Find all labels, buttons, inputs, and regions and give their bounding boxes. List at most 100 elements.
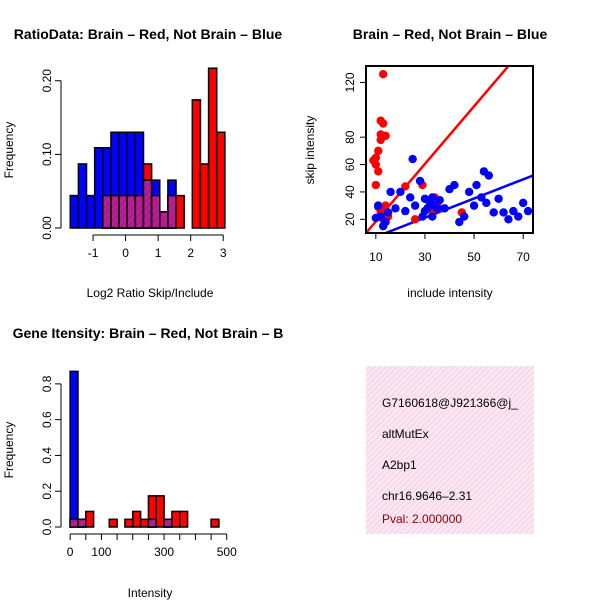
not-brain-point: [386, 187, 395, 197]
info-pval: Pval: 2.000000: [382, 512, 462, 526]
scatter-y-tick-label: 20: [343, 212, 357, 226]
not-brain-point: [509, 206, 518, 216]
ratio-bar-not-brain: [93, 146, 104, 229]
ratio-bar-overlap: [110, 194, 120, 229]
scatter-plot-area: [365, 65, 534, 234]
not-brain-point: [374, 201, 383, 210]
info-gene: A2bp1: [382, 458, 417, 472]
intensity-bar-brain: [124, 518, 134, 528]
intensity-bar-brain: [139, 518, 150, 528]
intensity-x-tick-label: 100: [91, 545, 111, 559]
scatter-x-tick-label: 10: [369, 250, 383, 264]
ratio-histogram-ylabel: Frequency: [2, 122, 16, 179]
not-brain-point: [376, 212, 385, 221]
intensity-histogram-title: Gene Itensity: Brain – Red, Not Brain – …: [13, 325, 284, 341]
intensity-bar-not-brain: [69, 370, 79, 528]
intensity-histogram-axes: 0.0 0.2 0.4 0.6 0.8 0 100 300 500: [40, 375, 237, 559]
ratio-x-tick-label: 3: [220, 246, 227, 260]
brain-point: [401, 182, 410, 191]
intensity-bar-overlap: [69, 518, 79, 528]
not-brain-point: [504, 215, 513, 224]
not-brain-point: [428, 212, 437, 221]
scatter-title: Brain – Red, Not Brain – Blue: [353, 26, 548, 42]
ratio-bar-brain: [215, 131, 226, 229]
ratio-y-tick-label: 0.10: [40, 142, 54, 166]
ratio-bar-brain: [175, 194, 185, 229]
brain-point: [371, 160, 381, 169]
brain-point: [410, 215, 420, 224]
ratio-bar-overlap: [102, 194, 112, 229]
ratio-histogram-xlabel: Log2 Ratio Skip/Include: [87, 286, 214, 300]
ratio-bar-overlap: [134, 194, 145, 229]
scatter-marks: [366, 66, 533, 233]
scatter-y-tick-label: 40: [343, 185, 357, 199]
not-brain-point: [469, 201, 479, 210]
scatter-y-tick-label: 60: [343, 158, 357, 172]
not-brain-point: [494, 194, 503, 203]
not-brain-point: [410, 201, 420, 210]
intensity-bar-brain: [132, 510, 142, 528]
not-brain-point: [450, 180, 459, 190]
not-brain-point: [464, 187, 474, 197]
ratio-bar-overlap: [150, 194, 161, 229]
not-brain-point: [472, 180, 481, 190]
brain-point: [374, 167, 383, 176]
scatter-ylabel: skip intensity: [303, 116, 317, 185]
ratio-bar-not-brain: [77, 163, 88, 229]
brain-point: [371, 153, 381, 162]
not-brain-point: [433, 204, 442, 213]
not-brain-point: [435, 195, 444, 205]
info-box-background: [366, 366, 534, 534]
not-brain-point: [406, 193, 415, 202]
ratio-histogram-axes: 0.00 0.10 0.20 -1 0 1 2 3: [40, 69, 227, 260]
scatter-axes: 10 30 50 70 20 40 60 80 120: [343, 72, 530, 264]
not-brain-point: [518, 198, 528, 208]
not-brain-point: [408, 154, 417, 164]
brain-point: [374, 146, 383, 156]
ratio-bar-brain: [199, 163, 210, 229]
not-brain-point: [383, 208, 393, 217]
ratio-y-tick-label: 0.20: [40, 69, 54, 93]
ratio-histogram-panel: RatioData: Brain – Red, Not Brain – Blue…: [2, 26, 282, 300]
ratio-y-tick-label: 0.00: [40, 216, 54, 240]
ratio-bar-overlap: [142, 179, 153, 229]
ratio-histogram-bars: [69, 67, 226, 229]
ratio-bar-overlap: [118, 194, 128, 229]
scatter-panel: Brain – Red, Not Brain – Blue include in…: [303, 26, 547, 300]
intensity-bar-overlap: [163, 518, 173, 528]
intensity-x-tick-label: 0: [67, 545, 74, 559]
intensity-x-tick-label: 300: [154, 545, 174, 559]
ratio-x-tick-label: 0: [122, 246, 129, 260]
not-brain-point: [440, 204, 449, 213]
scatter-x-tick-label: 70: [516, 250, 530, 264]
intensity-bar-brain: [171, 510, 181, 528]
ratio-bar-overlap: [159, 211, 169, 229]
not-brain-point: [455, 217, 464, 227]
scatter-xlabel: include intensity: [407, 286, 492, 300]
ratio-bar-brain: [191, 99, 202, 229]
scatter-x-tick-label: 50: [467, 250, 481, 264]
intensity-y-tick-label: 0.0: [40, 518, 54, 535]
brain-point: [378, 119, 388, 128]
info-box-panel: G7160618@J921366@j_ altMutEx A2bp1 chr16…: [366, 366, 534, 534]
not-brain-point: [523, 206, 533, 216]
ratio-bar-brain: [207, 67, 218, 229]
intensity-histogram-xlabel: Intensity: [128, 586, 173, 600]
intensity-histogram-panel: Gene Itensity: Brain – Red, Not Brain – …: [2, 325, 283, 600]
brain-point: [371, 180, 381, 190]
intensity-y-tick-label: 0.6: [40, 411, 54, 428]
ratio-bar-not-brain: [85, 194, 96, 229]
scatter-x-tick-label: 30: [418, 250, 432, 264]
not-brain-point: [484, 171, 493, 180]
intensity-histogram-ylabel: Frequency: [2, 422, 16, 479]
scatter-y-tick-label: 120: [343, 72, 357, 92]
not-brain-point: [489, 208, 498, 217]
not-brain-point: [482, 198, 491, 208]
not-brain-point: [428, 193, 437, 202]
not-brain-point: [391, 204, 400, 213]
ratio-x-tick-label: 1: [155, 246, 162, 260]
info-location: chr16.9646–2.31: [382, 489, 472, 503]
intensity-bar-brain: [155, 495, 165, 528]
brain-point: [378, 70, 388, 79]
